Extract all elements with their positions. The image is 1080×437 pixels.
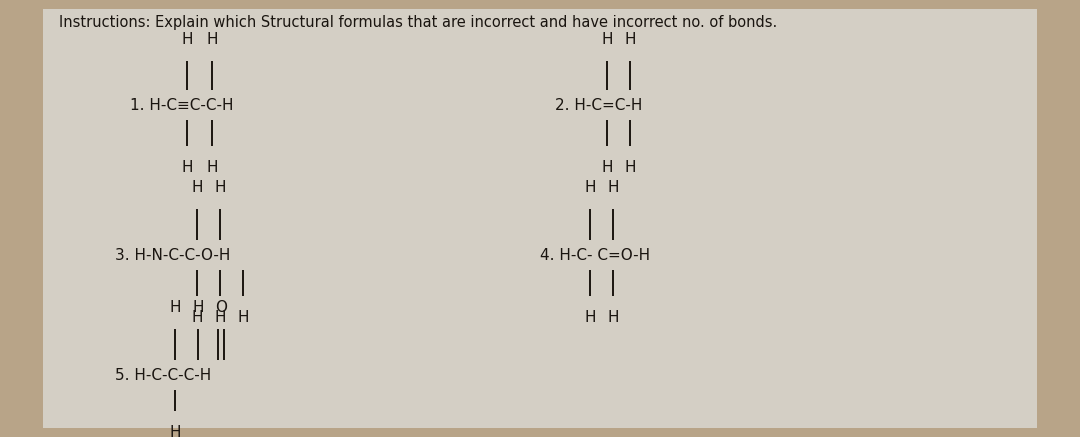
Text: H: H — [214, 180, 226, 195]
Text: Instructions: Explain which Structural formulas that are incorrect and have inco: Instructions: Explain which Structural f… — [59, 15, 778, 30]
Text: H: H — [624, 32, 636, 47]
Text: H: H — [214, 310, 226, 325]
Text: O: O — [215, 300, 227, 315]
Text: 1. H-C≡C-C-H: 1. H-C≡C-C-H — [130, 97, 233, 112]
Text: H: H — [238, 310, 248, 325]
Text: 5. H-C-C-C-H: 5. H-C-C-C-H — [114, 368, 212, 382]
Text: H: H — [170, 300, 180, 315]
Text: H: H — [602, 160, 612, 175]
Text: H: H — [181, 160, 192, 175]
Text: H: H — [206, 32, 218, 47]
Text: H: H — [624, 160, 636, 175]
Text: H: H — [191, 180, 203, 195]
Text: H: H — [181, 32, 192, 47]
Text: 4. H-C- C=O-H: 4. H-C- C=O-H — [540, 247, 650, 263]
Text: H: H — [206, 160, 218, 175]
Text: H: H — [170, 425, 180, 437]
Text: H: H — [602, 32, 612, 47]
Text: 2. H-C=C-H: 2. H-C=C-H — [555, 97, 643, 112]
Text: H: H — [192, 300, 204, 315]
Text: H: H — [607, 180, 619, 195]
Text: H: H — [584, 180, 596, 195]
Text: H: H — [191, 310, 203, 325]
Text: H: H — [607, 310, 619, 325]
Text: 3. H-N-C-C-O-H: 3. H-N-C-C-O-H — [114, 247, 230, 263]
Text: H: H — [584, 310, 596, 325]
FancyBboxPatch shape — [43, 9, 1037, 428]
